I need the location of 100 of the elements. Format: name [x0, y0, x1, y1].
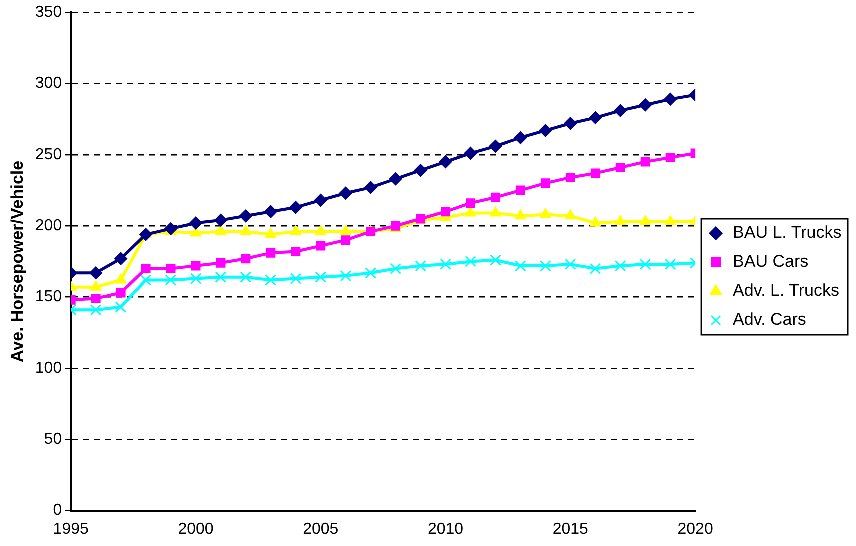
- point: [490, 206, 502, 217]
- point: [466, 198, 476, 208]
- point: [289, 201, 302, 214]
- point: [240, 272, 252, 284]
- point: [414, 164, 428, 178]
- point: [564, 117, 578, 130]
- point: [141, 264, 151, 274]
- point: [564, 258, 576, 270]
- point: [490, 192, 500, 202]
- point: [464, 147, 478, 160]
- point: [489, 140, 502, 153]
- point: [515, 260, 526, 272]
- point: [566, 172, 576, 182]
- legend-label: BAU Cars: [733, 252, 809, 272]
- point: [315, 272, 327, 284]
- point: [265, 228, 277, 238]
- point: [664, 215, 676, 226]
- point: [214, 214, 228, 227]
- point: [140, 228, 153, 242]
- point: [540, 178, 550, 188]
- point: [340, 225, 352, 236]
- point: [440, 258, 452, 270]
- legend-label: Adv. L. Trucks: [733, 281, 840, 300]
- point: [640, 215, 652, 226]
- point: [664, 258, 676, 270]
- point: [441, 207, 451, 217]
- point: [590, 216, 602, 227]
- point: [640, 157, 650, 167]
- point: [265, 274, 277, 286]
- x-tick-label: 2010: [428, 520, 464, 538]
- point: [516, 186, 526, 196]
- point: [339, 186, 352, 200]
- point: [589, 111, 602, 124]
- point: [191, 261, 201, 271]
- legend-label: Adv. Cars: [733, 310, 806, 330]
- point: [465, 256, 476, 268]
- point: [90, 266, 103, 280]
- point: [540, 208, 552, 218]
- y-tick-label: 250: [35, 146, 62, 164]
- point: [539, 124, 552, 138]
- point: [164, 222, 178, 236]
- y-tick-label: 0: [53, 502, 62, 520]
- point: [115, 302, 127, 313]
- legend-label: BAU L. Trucks: [733, 223, 842, 242]
- point: [190, 273, 202, 284]
- x-tick-label: 2000: [178, 520, 214, 538]
- point: [366, 227, 376, 237]
- point: [639, 98, 652, 112]
- point: [490, 254, 502, 266]
- point: [241, 254, 251, 264]
- point: [315, 225, 327, 236]
- point: [564, 210, 576, 220]
- y-tick-label: 50: [44, 431, 62, 448]
- point: [314, 194, 328, 207]
- point: [90, 304, 102, 316]
- point: [166, 264, 176, 274]
- y-tick-label: 350: [35, 4, 62, 22]
- point: [239, 210, 252, 223]
- point: [290, 273, 302, 284]
- x-tick-label: 1995: [53, 520, 89, 538]
- point: [364, 181, 378, 194]
- point: [90, 280, 102, 291]
- y-tick-label: 100: [35, 360, 62, 377]
- point: [640, 258, 652, 270]
- point: [515, 210, 526, 220]
- point: [590, 168, 600, 178]
- point: [264, 205, 278, 218]
- point: [266, 248, 276, 258]
- point: [540, 260, 552, 272]
- point: [614, 215, 626, 226]
- point: [616, 163, 626, 172]
- point: [216, 258, 226, 268]
- point: [341, 236, 351, 246]
- point: [291, 246, 301, 256]
- y-axis-title: Ave. Horsepower/Vehicle: [8, 160, 27, 362]
- point: [389, 172, 402, 186]
- point: [664, 92, 678, 106]
- point: [240, 225, 252, 236]
- point: [415, 260, 426, 272]
- point: [215, 225, 227, 236]
- point: [390, 263, 402, 275]
- point: [465, 206, 476, 217]
- x-tick-label: 2015: [552, 520, 589, 538]
- point: [316, 241, 326, 251]
- point: [290, 225, 302, 236]
- point: [340, 270, 352, 282]
- point: [439, 156, 452, 169]
- x-tick-label: 2005: [303, 520, 339, 538]
- y-tick-label: 200: [35, 218, 62, 235]
- point: [365, 267, 377, 279]
- point: [666, 153, 676, 163]
- point: [189, 216, 202, 230]
- point: [115, 274, 127, 284]
- y-tick-label: 300: [35, 75, 62, 92]
- point: [590, 263, 602, 275]
- point: [514, 131, 528, 144]
- point: [114, 252, 128, 266]
- y-tick-label: 150: [35, 288, 62, 306]
- point: [116, 288, 126, 298]
- point: [215, 272, 227, 284]
